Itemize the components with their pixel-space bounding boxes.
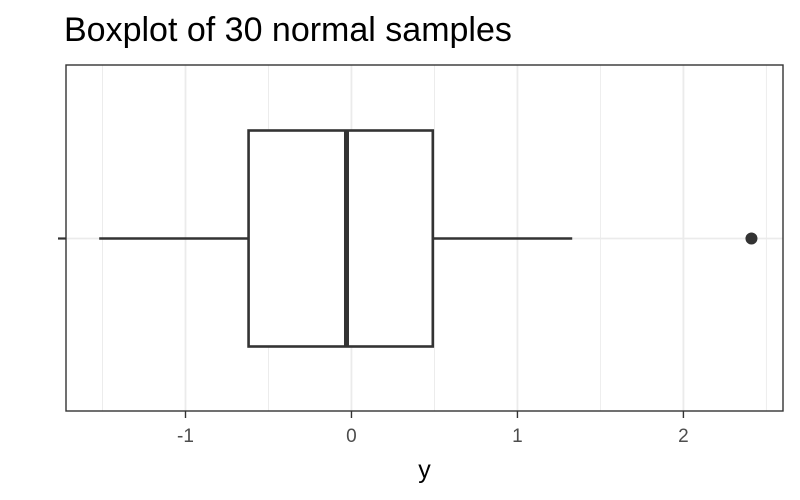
x-tick-label: 0 <box>346 426 357 447</box>
x-tick-label: 2 <box>678 426 689 447</box>
x-tick-label: -1 <box>177 426 194 447</box>
outliers <box>745 232 758 245</box>
outlier-point <box>745 232 758 245</box>
x-tick-label: 1 <box>512 426 523 447</box>
x-axis-ticks <box>184 411 685 418</box>
x-axis-tick-labels: -1 0 1 2 <box>177 426 689 447</box>
iqr-box <box>247 129 435 348</box>
x-axis-title: y <box>418 456 431 484</box>
chart-title: Boxplot of 30 normal samples <box>64 11 512 49</box>
